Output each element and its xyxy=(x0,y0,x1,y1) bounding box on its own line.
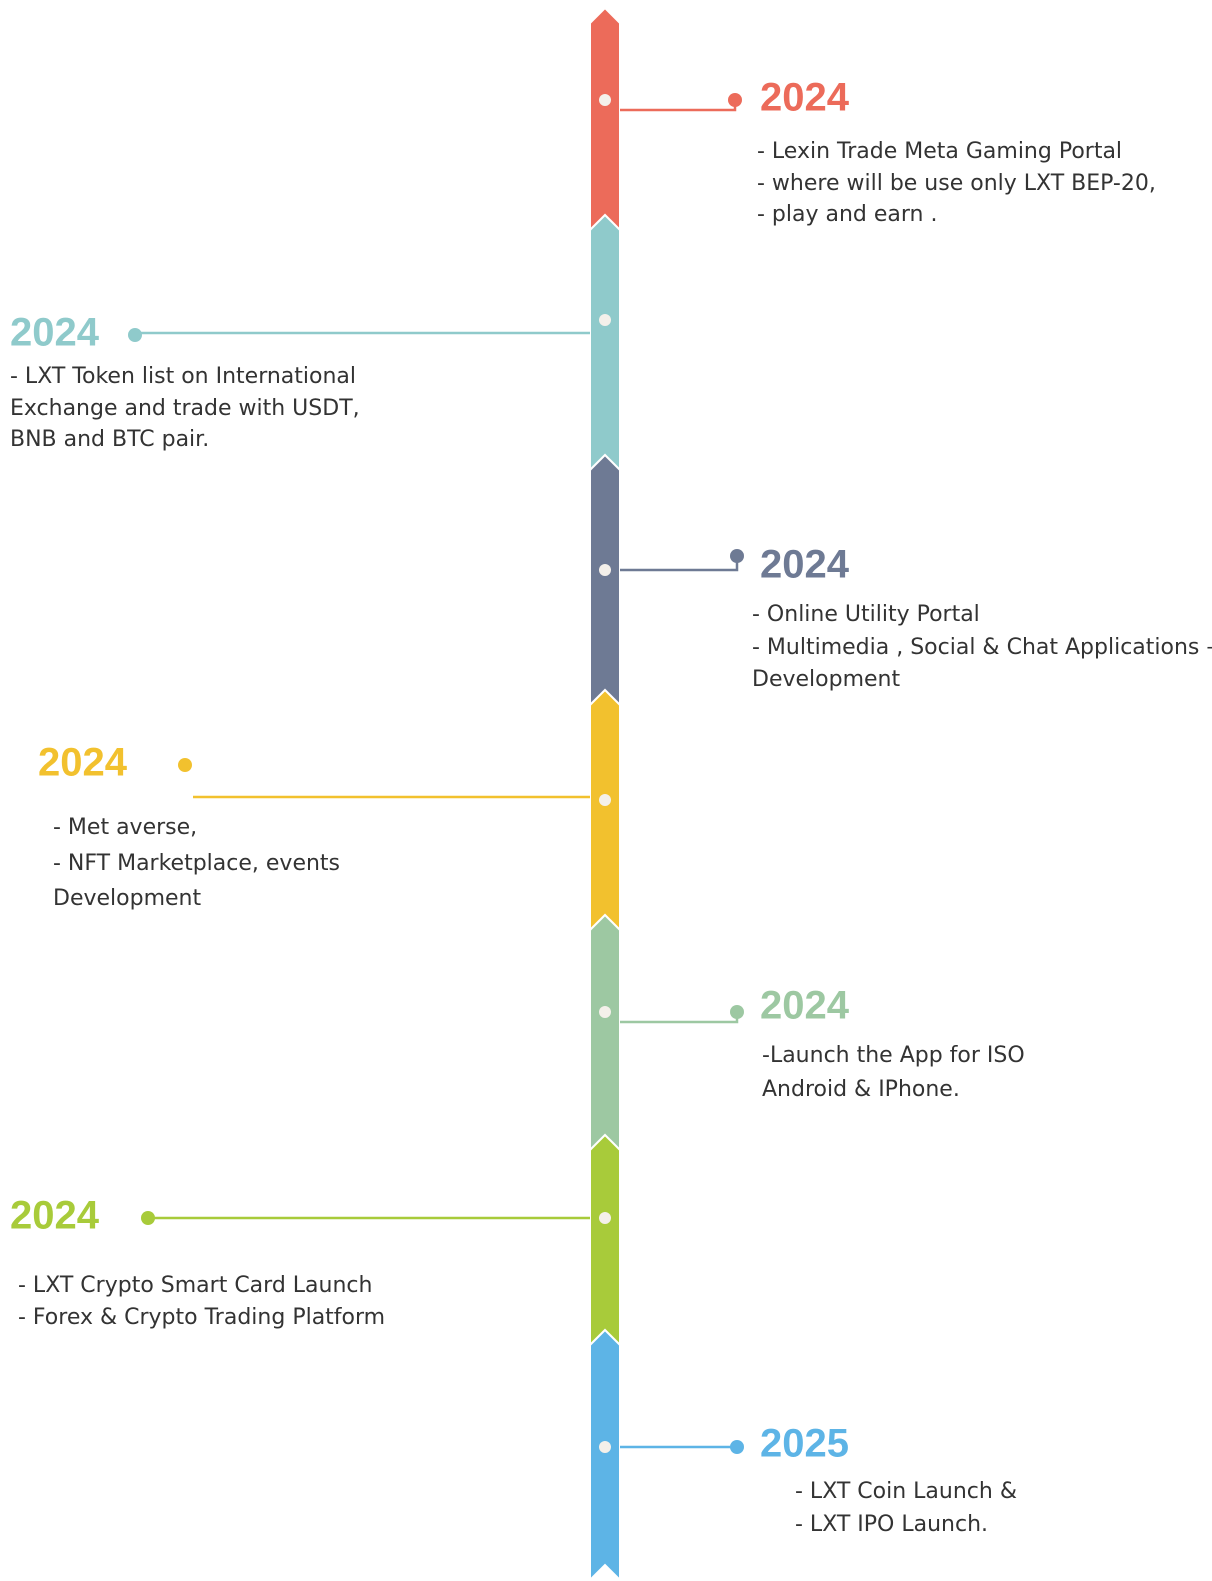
milestone-text: Android & IPhone. xyxy=(762,1077,960,1102)
segment-dot xyxy=(599,1006,611,1018)
timeline-segment xyxy=(589,1133,621,1348)
year: 2024 xyxy=(760,543,850,587)
year-dot xyxy=(730,1440,744,1454)
year-dot xyxy=(728,93,742,107)
year: 2024 xyxy=(10,1194,100,1238)
milestone-text: BNB and BTC pair. xyxy=(10,427,209,452)
connector xyxy=(620,1012,739,1024)
timeline-segment xyxy=(589,1328,621,1581)
milestone-text: - LXT IPO Launch. xyxy=(795,1512,988,1537)
timeline-segment xyxy=(589,913,621,1153)
timeline-segment xyxy=(589,688,621,933)
milestone-text: -Launch the App for ISO xyxy=(762,1043,1025,1068)
segment-dot xyxy=(599,314,611,326)
segment-dot xyxy=(599,564,611,576)
year-dot xyxy=(141,1211,155,1225)
milestone-text: Development xyxy=(53,886,201,911)
year: 2025 xyxy=(760,1422,849,1466)
milestone-text: - Forex & Crypto Trading Platform xyxy=(18,1305,385,1330)
year-dot xyxy=(730,1005,744,1019)
milestone-text: Exchange and trade with USDT, xyxy=(10,396,360,421)
segment-dot xyxy=(599,794,611,806)
year-dot xyxy=(178,758,192,772)
milestone-text: - Multimedia , Social & Chat Application… xyxy=(752,635,1212,660)
milestone-text: - play and earn . xyxy=(757,202,938,227)
milestone-text: - LXT Token list on International xyxy=(10,364,356,389)
year-dot xyxy=(730,549,744,563)
segment-dot xyxy=(599,1212,611,1224)
milestone-text: - LXT Coin Launch & xyxy=(795,1479,1017,1504)
milestone-text: - Lexin Trade Meta Gaming Portal xyxy=(757,139,1122,164)
milestone-text: - where will be use only LXT BEP-20, xyxy=(757,171,1156,196)
timeline-segment xyxy=(589,453,621,708)
connector xyxy=(620,100,737,112)
timeline-segment xyxy=(589,6,621,233)
year: 2024 xyxy=(10,311,100,355)
milestone-text: - Met averse, xyxy=(53,815,197,840)
year: 2024 xyxy=(38,741,128,785)
timeline-segment xyxy=(589,213,621,473)
milestone-text: - LXT Crypto Smart Card Launch xyxy=(18,1273,372,1298)
milestone-text: - Online Utility Portal xyxy=(752,602,980,627)
milestone-text: - NFT Marketplace, events xyxy=(53,851,340,876)
year: 2024 xyxy=(760,76,850,120)
milestone-text: Development xyxy=(752,667,900,692)
segment-dot xyxy=(599,94,611,106)
segment-dot xyxy=(599,1441,611,1453)
year-dot xyxy=(128,328,142,342)
connector xyxy=(620,556,739,572)
year: 2024 xyxy=(760,984,850,1028)
